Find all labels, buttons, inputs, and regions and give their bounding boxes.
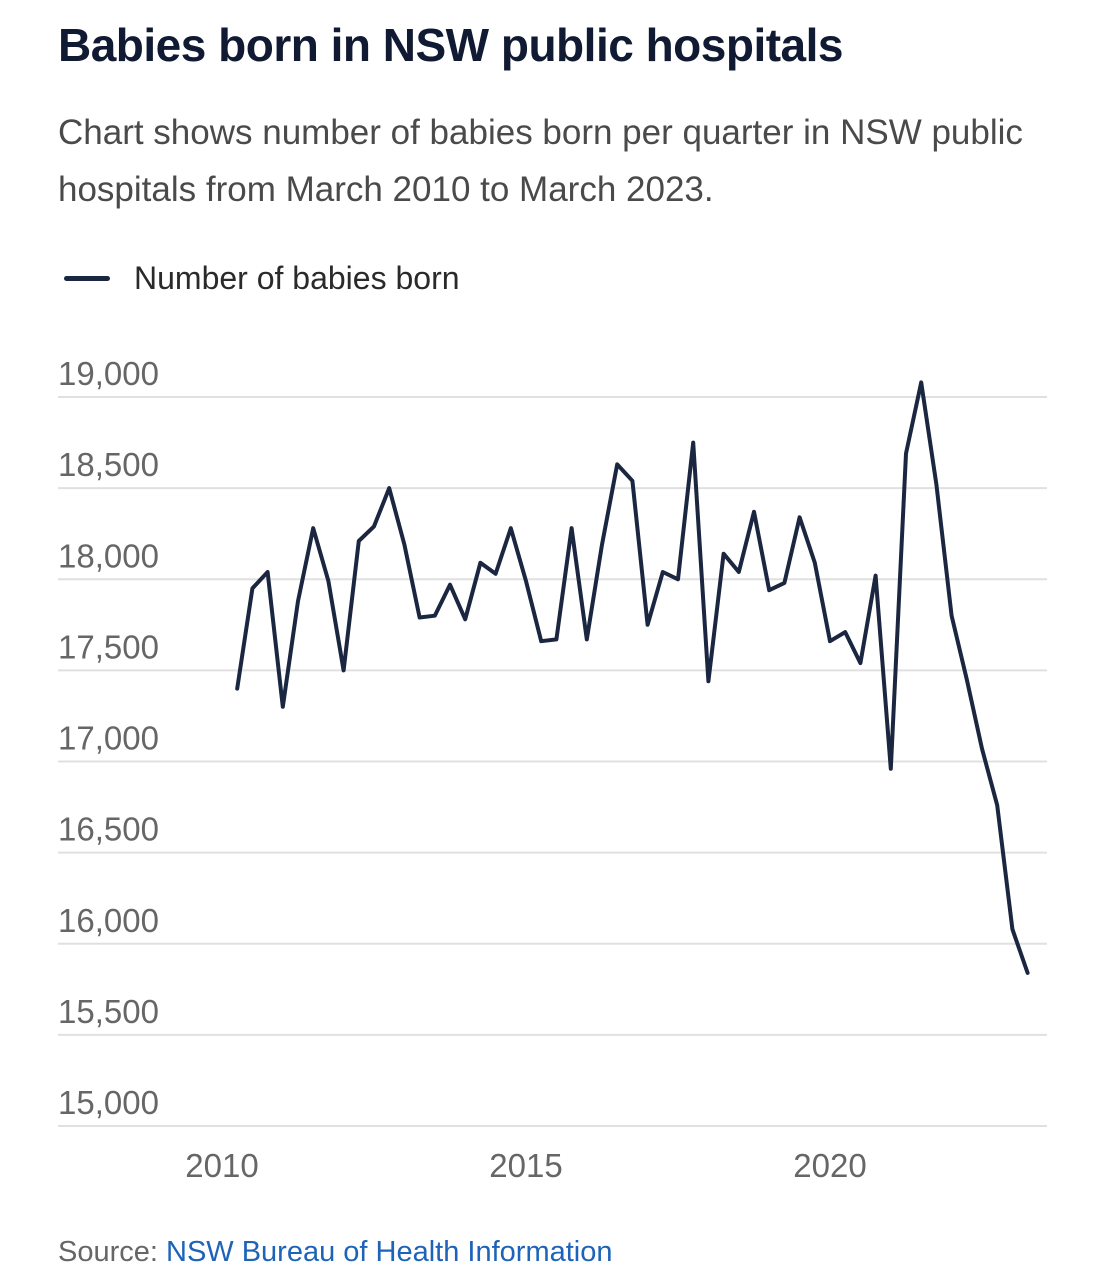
y-tick-label: 17,000 — [58, 720, 159, 757]
y-tick-label: 16,500 — [58, 811, 159, 848]
gridlines — [58, 396, 1047, 1127]
chart-title: Babies born in NSW public hospitals — [58, 19, 844, 71]
y-tick-label: 16,000 — [58, 902, 159, 939]
legend-line-swatch — [64, 275, 110, 281]
y-tick-label: 18,000 — [58, 537, 159, 574]
line-chart: 19,000 18,500 18,000 17,500 17,000 16,500 16,0… — [58, 355, 1047, 1184]
legend: Number of babies born — [64, 256, 460, 300]
source-note: Source: NSW Bureau of Health Information — [58, 1236, 612, 1269]
y-tick-label: 19,000 — [58, 355, 159, 392]
series-line — [235, 380, 1030, 975]
series-layer — [235, 380, 1030, 975]
x-tick-label: 2020 — [793, 1147, 866, 1184]
x-tick-label: 2015 — [489, 1147, 562, 1184]
y-tick-label: 15,500 — [58, 993, 159, 1030]
legend-label: Number of babies born — [134, 259, 460, 296]
y-tick-label: 15,000 — [58, 1084, 159, 1121]
source-prefix: Source: — [58, 1236, 166, 1268]
source-link[interactable]: NSW Bureau of Health Information — [166, 1236, 613, 1268]
x-axis-ticks: 2010 2015 2020 — [185, 1147, 866, 1184]
x-tick-label: 2010 — [185, 1147, 258, 1184]
chart-subtitle: Chart shows number of babies born per qu… — [58, 113, 1023, 209]
y-axis-ticks: 19,000 18,500 18,000 17,500 17,000 16,500 16,0… — [58, 355, 159, 1121]
y-tick-label: 17,500 — [58, 628, 159, 665]
y-tick-label: 18,500 — [58, 446, 159, 483]
